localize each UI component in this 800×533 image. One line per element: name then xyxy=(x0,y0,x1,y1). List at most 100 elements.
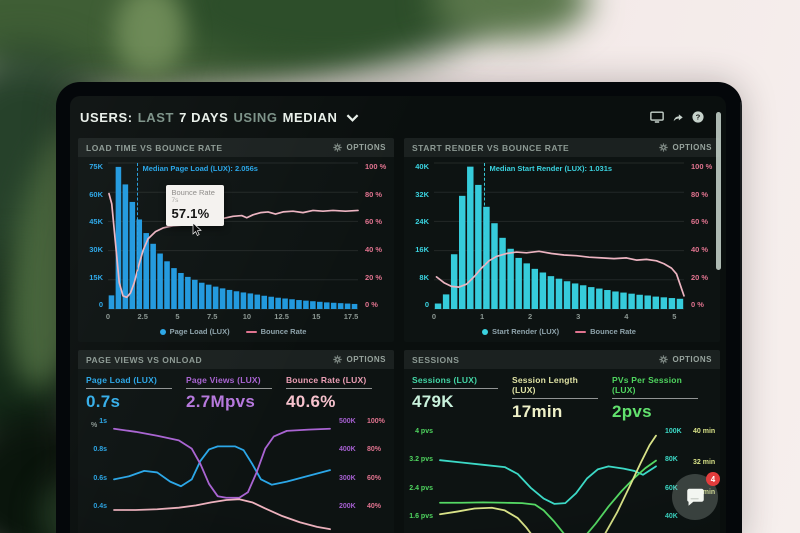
metric-bounce-rate[interactable]: Bounce Rate (LUX) 40.6% xyxy=(285,375,386,412)
metric-underline xyxy=(412,388,498,389)
legend-dot-icon xyxy=(482,328,489,335)
tick-label: 100 % xyxy=(691,162,713,171)
chart-canvas xyxy=(108,163,358,309)
options-button[interactable]: OPTIONS xyxy=(659,355,712,364)
tick-label: 40 min xyxy=(693,428,716,435)
metric-page-views[interactable]: Page Views (LUX) 2.7Mpvs xyxy=(185,375,286,412)
tick-label: 8K xyxy=(419,272,429,282)
dashboard-screen: USERS: LAST 7 DAYS USING MEDIAN ? xyxy=(70,96,726,533)
y-axis-seconds: 1s 0.8s 0.6s 0.4s xyxy=(78,418,114,510)
legend-bounce-rate[interactable]: Bounce Rate xyxy=(245,327,306,336)
chat-launcher[interactable]: 4 xyxy=(672,472,720,520)
start-render-chart[interactable]: Median Start Render (LUX): 1.031s xyxy=(434,163,684,309)
load-time-chart[interactable]: Median Page Load (LUX): 2.056s Bounce Ra… xyxy=(108,163,358,309)
scrollbar[interactable] xyxy=(716,112,721,270)
tick-label: 0 xyxy=(98,300,103,310)
tick-label: 20 % xyxy=(691,272,709,282)
tick-label: 3 xyxy=(576,312,581,321)
panel-title: SESSIONS xyxy=(412,354,460,365)
display-icon[interactable] xyxy=(650,111,664,123)
tick-label: 75K xyxy=(89,162,103,171)
tick-label: 1s xyxy=(99,418,107,425)
tick-label: 60K xyxy=(89,189,103,199)
options-button[interactable]: OPTIONS xyxy=(333,143,386,152)
x-axis: 0 2.5 5 7.5 10 12.5 15 17.5 xyxy=(106,311,359,324)
metric-session-length[interactable]: Session Length (LUX) 17min xyxy=(511,375,612,422)
tick-label: 4 pvs xyxy=(415,428,433,435)
legend-label: Page Load (LUX) xyxy=(169,327,230,336)
tick-label: 1 xyxy=(479,312,485,321)
tooltip-value: 57.1% xyxy=(171,205,210,221)
legend-start-render[interactable]: Start Render (LUX) xyxy=(482,327,559,336)
panel-page-views-header: PAGE VIEWS VS ONLOAD OPTIONS xyxy=(78,350,394,369)
tick-label: 4 xyxy=(624,312,629,321)
metric-underline xyxy=(611,398,698,399)
tick-label: 100K xyxy=(665,428,682,435)
gear-icon xyxy=(659,143,669,152)
tick-label: 17.5 xyxy=(343,312,359,321)
title-median: MEDIAN xyxy=(282,109,338,125)
chart-area: 40K 32K 24K 16K 8K 0 Median Start Render (LUX… xyxy=(404,157,720,309)
options-button[interactable]: OPTIONS xyxy=(659,143,712,152)
tick-label: 40 % xyxy=(365,245,383,255)
tick-label: 1.6 pvs xyxy=(409,512,433,520)
tick-label: 32 min xyxy=(693,458,716,466)
options-label: OPTIONS xyxy=(346,143,386,152)
tick-label: 15 xyxy=(312,312,321,321)
chart-area: 1s 0.8s 0.6s 0.4s 500K 400K 300K 200K 100% 80% 6… xyxy=(78,414,394,510)
y-axis-minutes: 40 min 32 min 24 min xyxy=(686,428,720,520)
laptop: USERS: LAST 7 DAYS USING MEDIAN ? xyxy=(56,82,742,533)
legend-page-load[interactable]: Page Load (LUX) xyxy=(159,327,230,336)
legend-dot-icon xyxy=(159,328,166,335)
legend-label: Bounce Rate xyxy=(590,327,636,336)
y-axis-pageviews: 500K 400K 300K 200K xyxy=(330,418,360,510)
help-icon[interactable]: ? xyxy=(692,111,704,123)
tick-label: 2.4 pvs xyxy=(409,484,433,492)
tick-label: 40K xyxy=(415,162,429,171)
metric-label: Session Length (LUX) xyxy=(511,375,579,395)
tick-label: 5 xyxy=(672,312,677,321)
tick-label: 60K xyxy=(665,484,678,492)
chart-canvas xyxy=(440,428,656,520)
tick-label: 0.4s xyxy=(93,502,107,510)
tooltip-label: Bounce Rate xyxy=(171,187,215,197)
panel-grid: LOAD TIME VS BOUNCE RATE OPTIONS 75K 60K 4… xyxy=(78,138,720,533)
options-button[interactable]: OPTIONS xyxy=(333,355,386,364)
tick-label: 2.5 xyxy=(137,312,148,321)
sessions-chart[interactable] xyxy=(440,428,656,520)
metric-value: 40.6% xyxy=(285,392,336,411)
metric-underline xyxy=(285,388,372,389)
chevron-down-icon[interactable] xyxy=(346,114,359,122)
metric-sessions[interactable]: Sessions (LUX) 479K xyxy=(412,375,512,422)
dashboard-header: USERS: LAST 7 DAYS USING MEDIAN ? xyxy=(70,96,726,138)
tick-label: 40% xyxy=(367,502,382,510)
metric-pvs-per-session[interactable]: PVs Per Session (LUX) 2pvs xyxy=(611,375,712,422)
chart-canvas xyxy=(114,418,330,510)
metric-value: 479K xyxy=(412,392,454,411)
tick-label: 16K xyxy=(415,245,429,255)
tick-label: 0.6s xyxy=(93,474,107,482)
page-views-chart[interactable] xyxy=(114,418,330,510)
share-icon[interactable] xyxy=(672,111,684,123)
metrics-row: Sessions (LUX) 479K Session Length (LUX)… xyxy=(404,369,720,424)
tick-label: 80 % xyxy=(365,189,383,199)
tooltip-sub: 7s xyxy=(171,197,179,205)
panel-title: START RENDER VS BOUNCE RATE xyxy=(412,142,570,153)
notification-badge: 4 xyxy=(706,472,720,486)
y-axis-pvs: 4 pvs 3.2 pvs 2.4 pvs 1.6 pvs xyxy=(404,428,440,520)
median-line xyxy=(483,163,485,309)
tick-label: 0 % xyxy=(365,300,378,310)
metric-value: 2.7Mpvs xyxy=(185,392,256,411)
gear-icon xyxy=(333,143,343,152)
metric-value: 17min xyxy=(511,402,563,421)
title-users: USERS: xyxy=(80,109,133,125)
x-axis: 0 1 2 3 4 5 xyxy=(432,311,684,324)
svg-text:?: ? xyxy=(696,113,701,122)
metric-label: Page Load (LUX) xyxy=(86,375,158,385)
panel-sessions-header: SESSIONS OPTIONS xyxy=(404,350,720,369)
page-title[interactable]: USERS: LAST 7 DAYS USING MEDIAN xyxy=(80,110,359,125)
chat-bubble-icon xyxy=(686,488,704,506)
metric-page-load[interactable]: Page Load (LUX) 0.7s xyxy=(86,375,186,412)
legend-bounce-rate[interactable]: Bounce Rate xyxy=(575,327,636,336)
mouse-cursor-icon xyxy=(192,222,202,236)
